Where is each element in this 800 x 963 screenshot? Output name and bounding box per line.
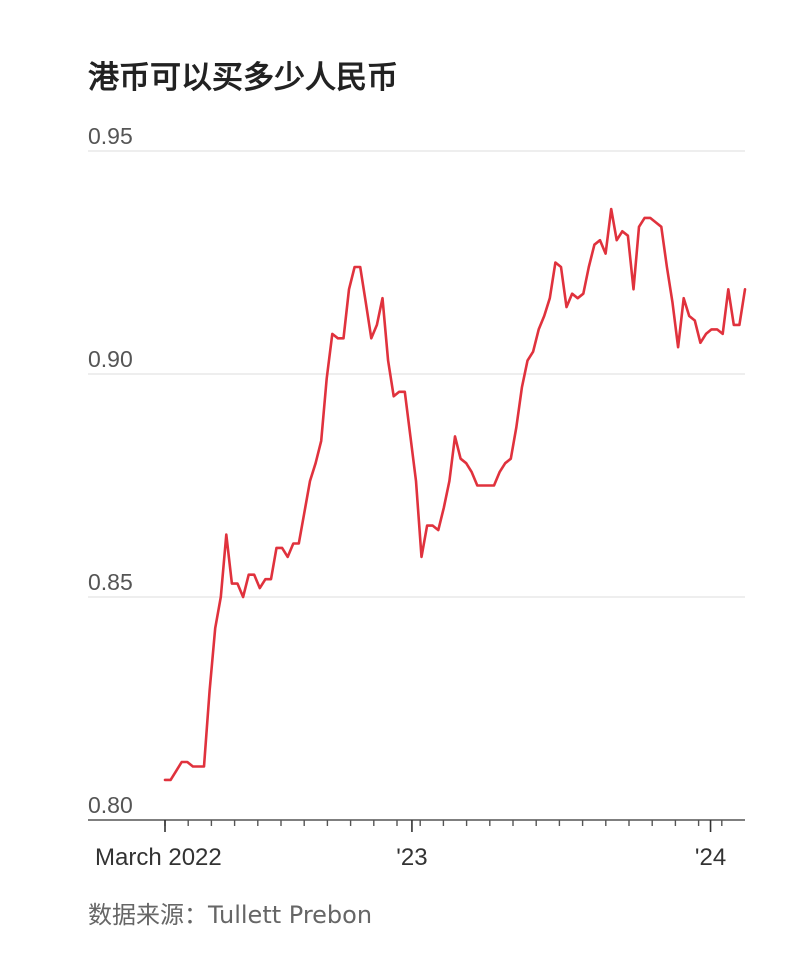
chart-title: 港币可以买多少人民币: [88, 60, 398, 96]
y-tick-label: 0.90: [88, 346, 133, 372]
y-tick-label: 0.80: [88, 792, 133, 818]
x-tick-label: March 2022: [95, 844, 222, 871]
x-axis-tick-labels: March 2022 '23 '24: [95, 820, 726, 871]
x-tick-label: '23: [396, 844, 427, 871]
y-tick-label: 0.85: [88, 569, 133, 595]
y-tick-label: 0.95: [88, 123, 133, 149]
y-axis-tick-labels: 0.95 0.90 0.85 0.80: [88, 123, 133, 818]
source-note: 数据来源：Tullett Prebon: [88, 901, 373, 929]
x-tick-label: '24: [695, 844, 726, 871]
series-line: [163, 207, 747, 782]
gridlines: [88, 150, 745, 598]
x-axis-minor-ticks: [164, 820, 723, 826]
